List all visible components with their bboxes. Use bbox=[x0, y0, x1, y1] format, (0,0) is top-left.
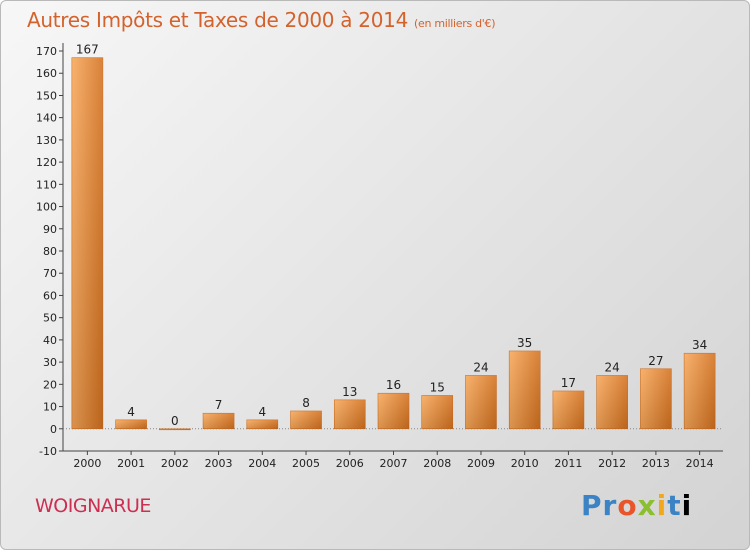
x-tick-label-2012: 2012 bbox=[598, 457, 626, 470]
y-tick-label: 70 bbox=[43, 267, 57, 280]
bar-shade-2011 bbox=[552, 391, 584, 429]
data-label-2004: 4 bbox=[258, 405, 266, 419]
y-tick-label: 20 bbox=[43, 378, 57, 391]
bar-shade-2001 bbox=[115, 419, 147, 429]
bar-shade-2004 bbox=[246, 419, 278, 429]
chart-bars bbox=[71, 57, 716, 431]
data-label-2002: 0 bbox=[171, 414, 179, 428]
data-label-2000: 167 bbox=[76, 43, 99, 57]
y-tick-label: 10 bbox=[43, 401, 57, 414]
data-label-2013: 27 bbox=[648, 354, 663, 368]
x-tick-label-2008: 2008 bbox=[423, 457, 451, 470]
proxiti-logo: Proxiti bbox=[581, 489, 693, 522]
bar-shade-2010 bbox=[509, 351, 541, 429]
commune-name: WOIGNARUE bbox=[35, 495, 151, 517]
y-tick-label: 100 bbox=[36, 201, 57, 214]
x-tick-label-2002: 2002 bbox=[161, 457, 189, 470]
data-label-2001: 4 bbox=[127, 405, 135, 419]
chart-title: Autres Impôts et Taxes de 2000 à 2014 (en… bbox=[27, 8, 495, 32]
x-tick-label-2011: 2011 bbox=[554, 457, 582, 470]
y-tick-label: 160 bbox=[36, 67, 57, 80]
y-tick-label: 40 bbox=[43, 334, 57, 347]
data-label-2009: 24 bbox=[473, 360, 488, 374]
x-tick-label-2003: 2003 bbox=[205, 457, 233, 470]
data-label-2005: 8 bbox=[302, 396, 310, 410]
data-label-2007: 16 bbox=[386, 378, 401, 392]
chart-data-labels: 167 4 0 7 4 8 13 16 15 24 35 17 24 27 34 bbox=[76, 43, 707, 428]
y-tick-label: 170 bbox=[36, 45, 57, 58]
chart-title-text: Autres Impôts et Taxes de 2000 à 2014 bbox=[27, 8, 408, 32]
y-tick-label: 90 bbox=[43, 223, 57, 236]
y-tick-label: 0 bbox=[50, 423, 57, 436]
y-tick-label: -10 bbox=[39, 445, 57, 458]
data-label-2011: 17 bbox=[561, 376, 576, 390]
x-tick-label-2001: 2001 bbox=[117, 457, 145, 470]
bar-shade-2005 bbox=[290, 411, 322, 429]
bar-shade-2012 bbox=[596, 375, 628, 429]
y-tick-label: 140 bbox=[36, 112, 57, 125]
x-tick-label-2007: 2007 bbox=[380, 457, 408, 470]
bar-shade-2008 bbox=[421, 395, 453, 429]
data-label-2006: 13 bbox=[342, 385, 357, 399]
y-tick-label: 30 bbox=[43, 356, 57, 369]
data-label-2014: 34 bbox=[692, 338, 707, 352]
x-tick-label-2014: 2014 bbox=[686, 457, 714, 470]
data-label-2010: 35 bbox=[517, 336, 532, 350]
y-tick-label: 150 bbox=[36, 89, 57, 102]
bar-shade-2006 bbox=[334, 399, 366, 429]
x-tick-label-2009: 2009 bbox=[467, 457, 495, 470]
y-tick-label: 130 bbox=[36, 134, 57, 147]
chart-axes: -100102030405060708090100110120130140150… bbox=[36, 43, 723, 470]
y-tick-label: 110 bbox=[36, 178, 57, 191]
y-tick-label: 120 bbox=[36, 156, 57, 169]
y-tick-label: 60 bbox=[43, 289, 57, 302]
bar-shade-2014 bbox=[684, 353, 716, 429]
y-tick-label: 80 bbox=[43, 245, 57, 258]
x-tick-label-2006: 2006 bbox=[336, 457, 364, 470]
bar-shade-2013 bbox=[640, 368, 672, 429]
bar-shade-2007 bbox=[378, 393, 409, 429]
x-tick-label-2005: 2005 bbox=[292, 457, 320, 470]
bar-shade-2000 bbox=[71, 57, 103, 429]
x-tick-label-2004: 2004 bbox=[248, 457, 276, 470]
data-label-2003: 7 bbox=[215, 398, 223, 412]
x-tick-label-2000: 2000 bbox=[73, 457, 101, 470]
data-label-2008: 15 bbox=[430, 380, 445, 394]
x-tick-label-2010: 2010 bbox=[511, 457, 539, 470]
y-tick-label: 50 bbox=[43, 312, 57, 325]
bar-shade-2003 bbox=[203, 413, 235, 429]
x-tick-label-2013: 2013 bbox=[642, 457, 670, 470]
data-label-2012: 24 bbox=[605, 360, 620, 374]
bar-shade-2002 bbox=[159, 428, 191, 430]
bar-shade-2009 bbox=[465, 375, 497, 429]
chart-unit: (en milliers d'€) bbox=[414, 17, 496, 30]
